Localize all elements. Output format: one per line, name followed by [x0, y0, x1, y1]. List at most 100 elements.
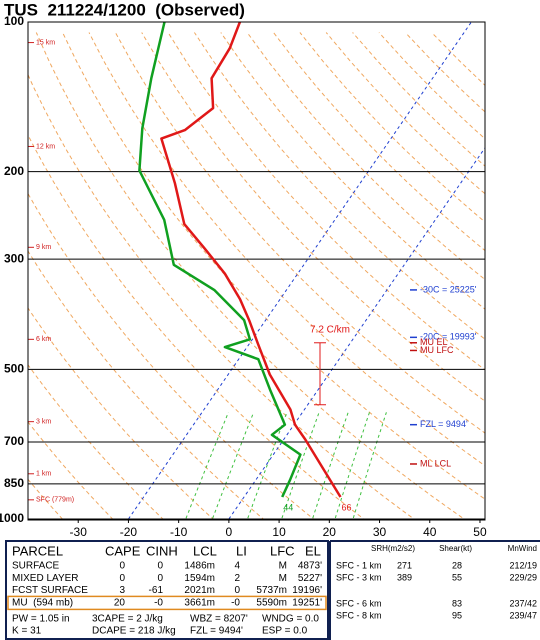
index-text: ESP = 0.0 [262, 626, 308, 637]
dry-adiabat [28, 134, 366, 520]
level-label: MU LFC [420, 345, 454, 355]
plot: 100 200 300 500 700 850 1000 -30 -20 -10 0 10 20 30 40… [0, 14, 487, 539]
x-tick-label: -10 [170, 525, 188, 539]
table-cell: MU (594 mb) [12, 598, 73, 609]
profile-line [138, 21, 302, 498]
table-cell: 0 [119, 573, 125, 584]
background-lines [28, 22, 485, 520]
height-label: 9 km [36, 244, 51, 251]
table-cell: FCST SURFACE [12, 585, 88, 596]
dry-adiabat [28, 478, 64, 520]
kin-cell: SFC - 8 km [336, 610, 382, 620]
table-cell: 2 [234, 573, 240, 584]
height-label: 3 km [36, 419, 51, 426]
chart-title: TUS 211224/1200 (Observed) [4, 0, 245, 19]
table-header: CAPE [105, 543, 141, 558]
index-text: FZL = 9494' [190, 626, 243, 637]
kin-header: SRH(m2/s2) [371, 544, 415, 553]
x-tick-label: 20 [323, 525, 337, 539]
highlight-row [7, 595, 327, 611]
table-header: EL [305, 543, 321, 558]
dry-adiabat [28, 364, 165, 520]
dry-adiabat [404, 32, 485, 113]
kin-cell: 28 [452, 560, 462, 570]
index-text: K = 31 [12, 626, 42, 637]
table-cell: 5737m [256, 585, 287, 596]
dry-adiabat [28, 192, 316, 520]
kin-cell: 83 [452, 598, 462, 608]
table-cell: MIXED LAYER [12, 573, 79, 584]
kin-cell: 212/19 [509, 560, 537, 570]
mixing-ratio-line [334, 412, 370, 520]
table-cell: -0 [154, 598, 163, 609]
table-cell: SURFACE [12, 561, 60, 572]
table-cell: -61 [149, 585, 164, 596]
isotherm [228, 146, 485, 520]
y-tick-label: 850 [4, 476, 24, 490]
kin-cell: 239/47 [509, 610, 537, 620]
table-cell: 0 [234, 585, 240, 596]
level-label: MU EL [420, 337, 448, 347]
table-cell: -0 [231, 598, 240, 609]
profile-line [160, 21, 342, 498]
y-tick-label: 500 [4, 362, 24, 376]
level-label: FZL = 9494' [420, 419, 468, 429]
dry-adiabat [325, 32, 485, 195]
table-cell: 19196' [292, 585, 322, 596]
dry-adiabat [299, 32, 485, 223]
dry-adiabat [167, 32, 485, 371]
x-tick-label: -30 [70, 525, 88, 539]
kin-cell: 95 [452, 610, 462, 620]
kin-cell: SFC - 3 km [336, 572, 382, 582]
x-tick-label: 0 [226, 525, 233, 539]
y-tick-label: 100 [4, 14, 24, 28]
table-header: LFC [270, 543, 295, 558]
dry-adiabat [220, 32, 485, 310]
table-cell: 19251' [292, 598, 322, 609]
dry-adiabat [28, 73, 417, 520]
mixing-ratio-line [352, 412, 387, 520]
table-cell: 0 [157, 561, 163, 572]
x-tick-label: 40 [423, 525, 437, 539]
table-cell: 3661m [184, 598, 215, 609]
kin-cell: SFC - 6 km [336, 598, 382, 608]
table-header: LCL [193, 543, 217, 558]
dry-adiabat [62, 32, 485, 500]
table-cell: 20 [114, 598, 126, 609]
height-label: 15 km [36, 39, 55, 46]
dry-adiabat [193, 32, 485, 340]
dry-adiabat [378, 32, 485, 140]
table-cell: M [279, 561, 287, 572]
y-tick-label: 700 [4, 434, 24, 448]
parcel-panel [5, 540, 329, 640]
lapse-label: 7.2 C/km [310, 324, 350, 335]
kin-cell: SFC - 1 km [336, 560, 382, 570]
mixing-ratio-line [280, 412, 320, 520]
table-cell: 5227' [298, 573, 322, 584]
level-label: -20C = 19993' [420, 332, 477, 342]
dry-adiabat [431, 32, 485, 86]
x-tick-label: 50 [473, 525, 487, 539]
y-tick-label: 1000 [0, 511, 24, 525]
kin-cell: 229/29 [509, 572, 537, 582]
table-cell: M [279, 573, 287, 584]
x-tick-label: -20 [120, 525, 138, 539]
table-cell: 5590m [256, 598, 287, 609]
dry-adiabat [352, 32, 485, 167]
dry-adiabat [28, 250, 266, 520]
kin-cell: 389 [397, 572, 412, 582]
table-cell: 0 [157, 573, 163, 584]
x-tick-label: 10 [272, 525, 286, 539]
kin-cell: 237/42 [509, 598, 537, 608]
table-cell: 2021m [184, 585, 215, 596]
table-cell: 1594m [184, 573, 215, 584]
table-header: PARCEL [12, 543, 63, 558]
surface-label: 44 [283, 502, 293, 512]
height-label: 12 km [36, 143, 55, 150]
dry-adiabat [114, 32, 485, 434]
index-text: WBZ = 8207' [190, 614, 248, 625]
index-text: 3CAPE = 2 J/kg [92, 614, 163, 625]
kin-header: MnWind [508, 544, 537, 553]
